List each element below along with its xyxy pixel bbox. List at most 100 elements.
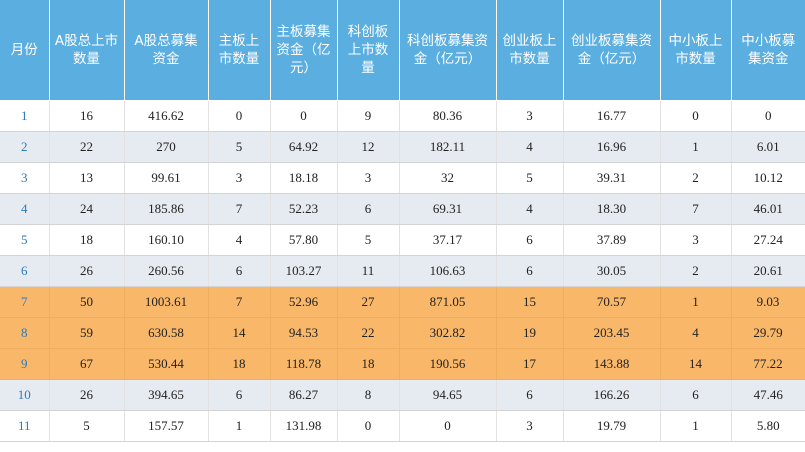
table-cell: 3 [337, 162, 400, 194]
table-cell: 6 [660, 379, 732, 411]
table-cell: 27.24 [731, 224, 805, 256]
table-cell: 16.96 [563, 131, 661, 163]
table-row: 4 24 185.86 7 52.23 6 69.31 4 18.30 7 46.01 [0, 193, 805, 225]
table-cell: 24 [49, 193, 125, 225]
table-cell: 0 [270, 100, 338, 132]
table-cell: 67 [49, 348, 125, 380]
table-cell: 131.98 [270, 410, 338, 442]
table-cell: 39.31 [563, 162, 661, 194]
table-cell: 1 [660, 131, 732, 163]
table-cell: 2 [660, 162, 732, 194]
table-cell: 1003.61 [124, 286, 209, 318]
table-cell: 16 [49, 100, 125, 132]
table-cell: 26 [49, 379, 125, 411]
month-cell: 2 [0, 131, 50, 163]
month-cell: 3 [0, 162, 50, 194]
column-header: 创业板募集资金（亿元） [563, 0, 661, 101]
month-cell: 7 [0, 286, 50, 318]
column-header: 主板上市数量 [208, 0, 271, 101]
table-header: 月份 A股总上市数量 A股总募集资金 主板上市数量 主板募集资金（亿元） 科创板上市数量科… [0, 0, 805, 101]
table-row: 8 59 630.58 14 94.53 22 302.82 19 203.45 4 29.79 [0, 317, 805, 349]
table-cell: 3 [496, 100, 564, 132]
table-cell: 166.26 [563, 379, 661, 411]
table-cell: 19.79 [563, 410, 661, 442]
table-cell: 80.36 [399, 100, 497, 132]
table-cell: 270 [124, 131, 209, 163]
table-cell: 32 [399, 162, 497, 194]
table-cell: 10.12 [731, 162, 805, 194]
table-cell: 4 [496, 131, 564, 163]
table-cell: 4 [660, 317, 732, 349]
table-cell: 94.53 [270, 317, 338, 349]
table-row: 6 26 260.56 6 103.27 11 106.63 6 30.05 2 20.61 [0, 255, 805, 287]
table-cell: 160.10 [124, 224, 209, 256]
table-cell: 6 [496, 224, 564, 256]
table-cell: 106.63 [399, 255, 497, 287]
table-cell: 13 [49, 162, 125, 194]
table-cell: 8 [337, 379, 400, 411]
table-cell: 27 [337, 286, 400, 318]
table-cell: 203.45 [563, 317, 661, 349]
table-row: 5 18 160.10 4 57.80 5 37.17 6 37.89 3 27.24 [0, 224, 805, 256]
table-cell: 20.61 [731, 255, 805, 287]
header-row: 月份 A股总上市数量 A股总募集资金 主板上市数量 主板募集资金（亿元） 科创板上市数量科… [0, 0, 805, 101]
table-cell: 6 [208, 379, 271, 411]
table-cell: 18 [208, 348, 271, 380]
column-header: 中小板上市数量 [660, 0, 732, 101]
table-cell: 6 [496, 255, 564, 287]
table-cell: 18.30 [563, 193, 661, 225]
table-cell: 69.31 [399, 193, 497, 225]
table-row: 2 22 270 5 64.92 12 182.11 4 16.96 1 6.01 [0, 131, 805, 163]
column-header: 科创板上市数量 [337, 0, 400, 101]
column-header: A股总上市数量 [49, 0, 125, 101]
table-cell: 47.46 [731, 379, 805, 411]
table-cell: 143.88 [563, 348, 661, 380]
table-cell: 30.05 [563, 255, 661, 287]
table-cell: 190.56 [399, 348, 497, 380]
table-cell: 3 [660, 224, 732, 256]
table-cell: 17 [496, 348, 564, 380]
table-cell: 7 [208, 286, 271, 318]
table-cell: 5 [49, 410, 125, 442]
table-cell: 14 [208, 317, 271, 349]
table-cell: 0 [399, 410, 497, 442]
month-cell: 1 [0, 100, 50, 132]
table-cell: 5.80 [731, 410, 805, 442]
table-cell: 0 [731, 100, 805, 132]
table-cell: 1 [660, 286, 732, 318]
table-cell: 18 [49, 224, 125, 256]
table-cell: 4 [496, 193, 564, 225]
column-header: 主板募集资金（亿元） [270, 0, 338, 101]
table-cell: 0 [660, 100, 732, 132]
table-cell: 18.18 [270, 162, 338, 194]
month-cell: 6 [0, 255, 50, 287]
column-header: 中小板募集资金 [731, 0, 805, 101]
table-cell: 5 [496, 162, 564, 194]
table-cell: 5 [208, 131, 271, 163]
table-row: 9 67 530.44 18 118.78 18 190.56 17 143.88 14 77.22 [0, 348, 805, 380]
table-cell: 871.05 [399, 286, 497, 318]
table-cell: 3 [496, 410, 564, 442]
table-cell: 12 [337, 131, 400, 163]
table-cell: 260.56 [124, 255, 209, 287]
month-cell: 11 [0, 410, 50, 442]
table-cell: 416.62 [124, 100, 209, 132]
table-cell: 0 [208, 100, 271, 132]
table-cell: 59 [49, 317, 125, 349]
table-cell: 6 [208, 255, 271, 287]
table-cell: 394.65 [124, 379, 209, 411]
table-cell: 57.80 [270, 224, 338, 256]
table-cell: 630.58 [124, 317, 209, 349]
column-header: 创业板上市数量 [496, 0, 564, 101]
table-cell: 26 [49, 255, 125, 287]
table-cell: 5 [337, 224, 400, 256]
table-cell: 15 [496, 286, 564, 318]
column-header: A股总募集资金 [124, 0, 209, 101]
table-cell: 3 [208, 162, 271, 194]
table-cell: 86.27 [270, 379, 338, 411]
table-cell: 11 [337, 255, 400, 287]
column-header: 科创板募集资金（亿元） [399, 0, 497, 101]
table-cell: 77.22 [731, 348, 805, 380]
table-cell: 4 [208, 224, 271, 256]
table-cell: 70.57 [563, 286, 661, 318]
